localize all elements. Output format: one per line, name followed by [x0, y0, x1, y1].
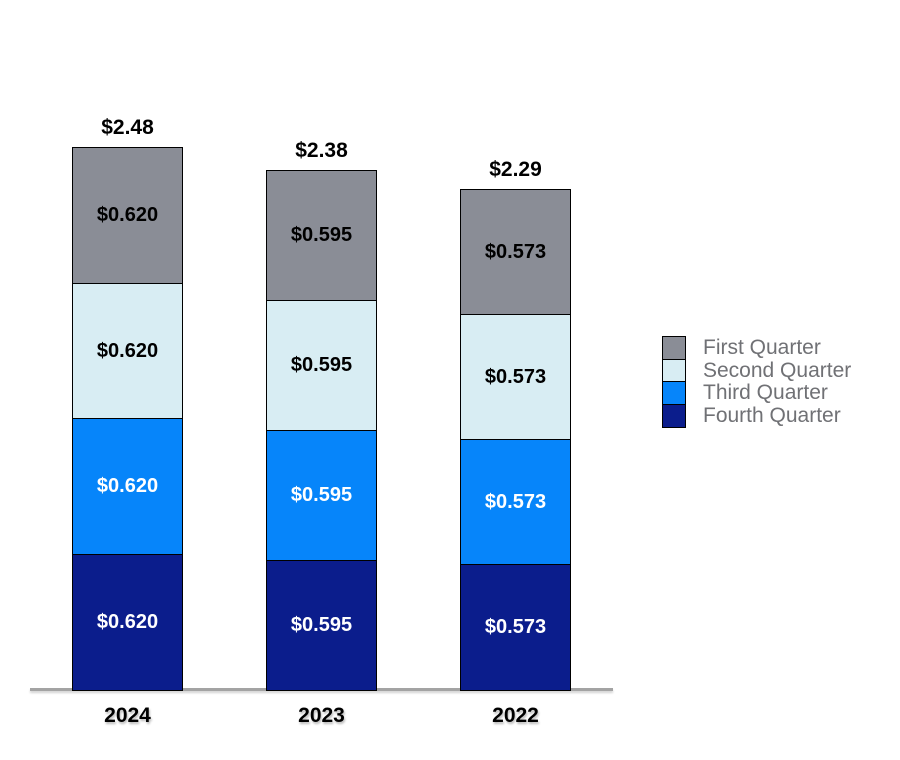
x-axis-label-2022: 2022 — [492, 704, 539, 727]
legend-item-fourth-quarter: Fourth Quarter — [662, 403, 851, 428]
bar-2024: $2.48 $0.620 $0.620 $0.620 $0.620 — [72, 116, 183, 691]
bar-segment-second-quarter: $0.573 — [460, 314, 571, 441]
x-axis-label-2024: 2024 — [104, 704, 151, 727]
bar-segment-third-quarter: $0.573 — [460, 439, 571, 566]
legend-swatch-fourth-quarter — [662, 403, 686, 428]
segment-value-label: $0.595 — [290, 223, 353, 246]
legend-label: Third Quarter — [703, 381, 828, 404]
segment-value-label: $0.620 — [96, 204, 159, 227]
bar-segment-fourth-quarter: $0.620 — [72, 553, 183, 691]
bar-segment-third-quarter: $0.595 — [266, 429, 377, 562]
bar-segment-second-quarter: $0.620 — [72, 282, 183, 420]
segment-value-label: $0.573 — [484, 240, 547, 263]
bar-total-label: $2.48 — [101, 116, 154, 140]
segment-value-label: $0.620 — [96, 339, 159, 362]
legend-swatch-third-quarter — [662, 381, 686, 405]
bar-total-label: $2.38 — [295, 138, 348, 162]
legend-item-second-quarter: Second Quarter — [662, 358, 852, 383]
legend-swatch-second-quarter — [662, 358, 686, 383]
legend-label: First Quarter — [703, 336, 821, 359]
segment-value-label: $0.573 — [484, 365, 547, 388]
legend-label: Fourth Quarter — [703, 403, 841, 427]
bar-segment-first-quarter: $0.573 — [460, 189, 571, 316]
bar-segment-second-quarter: $0.595 — [266, 299, 377, 432]
bar-segment-first-quarter: $0.595 — [266, 169, 377, 302]
legend-label: Second Quarter — [703, 358, 852, 382]
bar-segment-fourth-quarter: $0.595 — [266, 559, 377, 691]
bar-segment-fourth-quarter: $0.573 — [460, 564, 571, 691]
legend-item-third-quarter: Third Quarter — [662, 381, 851, 405]
segment-value-label: $0.595 — [290, 613, 353, 636]
segment-value-label: $0.595 — [290, 353, 353, 376]
bar-2023: $2.38 $0.595 $0.595 $0.595 $0.595 — [266, 139, 377, 691]
segment-value-label: $0.620 — [96, 610, 159, 633]
legend-item-first-quarter: First Quarter — [662, 336, 851, 360]
segment-value-label: $0.595 — [290, 483, 353, 506]
legend: First Quarter Second Quarter Third Quarter… — [662, 336, 851, 428]
bar-2022: $2.29 $0.573 $0.573 $0.573 $0.573 — [460, 158, 571, 691]
segment-value-label: $0.620 — [96, 475, 159, 498]
x-axis-label-2023: 2023 — [298, 704, 345, 727]
bar-total-label: $2.29 — [489, 158, 542, 181]
segment-value-label: $0.573 — [484, 491, 547, 514]
bar-segment-first-quarter: $0.620 — [72, 147, 183, 285]
legend-swatch-first-quarter — [662, 336, 686, 360]
segment-value-label: $0.573 — [484, 616, 547, 639]
bar-segment-third-quarter: $0.620 — [72, 418, 183, 556]
